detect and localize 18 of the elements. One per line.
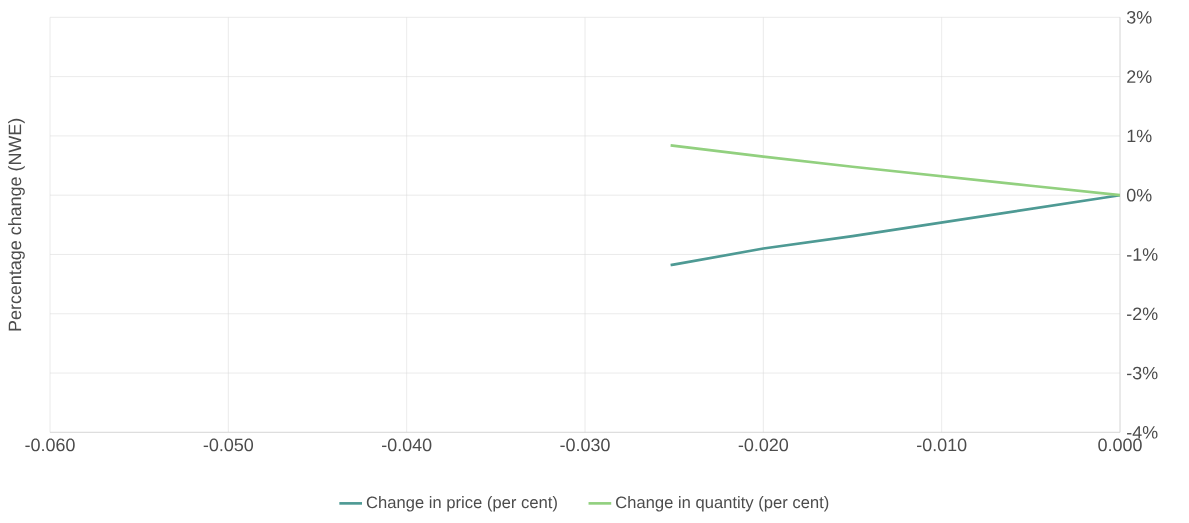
x-tick-label: -0.060 [25, 438, 75, 452]
x-tick-label: 0.000 [1098, 438, 1142, 452]
x-tick-label: -0.040 [382, 438, 432, 452]
x-tick-label: -0.030 [560, 438, 610, 452]
y-axis-title: Percentage change (NWE) [8, 118, 25, 331]
legend-label: Change in price (per cent) [366, 496, 557, 512]
x-tick-label: -0.010 [917, 438, 967, 452]
y-tick-label: -3% [1127, 366, 1158, 380]
y-tick-label: 0% [1126, 188, 1152, 202]
x-tick-label: -0.020 [738, 438, 789, 452]
x-tick-label: -0.050 [203, 438, 254, 452]
y-tick-label: 3% [1126, 10, 1152, 24]
legend-label: Change in quantity (per cent) [616, 496, 829, 512]
y-tick-label: 2% [1127, 70, 1152, 83]
y-tick-label: -1% [1127, 248, 1158, 261]
y-tick-label: 1% [1127, 129, 1152, 143]
y-tick-label: -2% [1127, 307, 1158, 321]
y-tick-label: -4% [1127, 426, 1158, 439]
